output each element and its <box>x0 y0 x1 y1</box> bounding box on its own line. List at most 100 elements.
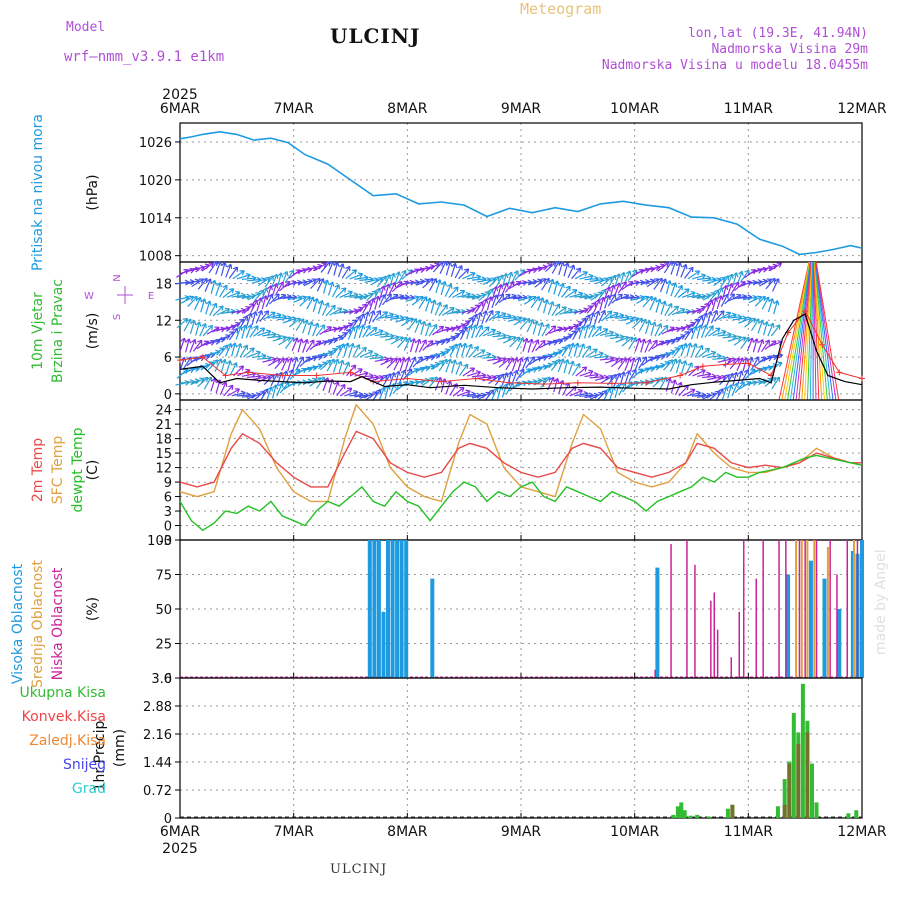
wind-arrow-shaft <box>449 343 458 357</box>
wind-arrow <box>722 284 729 300</box>
wind-arrow-head <box>613 357 620 363</box>
wind-arrow-head <box>265 375 271 381</box>
wind-arrow <box>341 328 352 341</box>
wind-arrow-shaft <box>590 392 604 400</box>
wind-arrow-shaft <box>751 356 760 370</box>
temp-ylabel: 2m Temp <box>30 438 46 502</box>
wind-arrow-head <box>666 280 672 286</box>
wind-arrow <box>568 360 575 375</box>
wind-arrow-shaft <box>593 299 600 313</box>
wind-arrow-shaft <box>425 355 440 358</box>
wind-arrow-head <box>390 281 397 288</box>
wind-arrow-shaft <box>569 321 583 330</box>
y-tick-label: 0.72 <box>143 784 172 799</box>
wind-arrow-head <box>698 344 704 351</box>
wind-arrow <box>455 342 463 357</box>
wind-arrow <box>305 339 315 353</box>
wind-arrow-shaft <box>705 299 713 313</box>
wind-arrow-shaft <box>228 266 238 279</box>
wind-arrow-shaft <box>338 360 344 374</box>
wind-arrow-shaft <box>457 320 470 329</box>
wind-arrow <box>195 321 202 336</box>
wind-arrow <box>278 336 292 346</box>
wind-arrow-head <box>201 323 207 329</box>
wind-arrow-shaft <box>610 358 624 368</box>
wind-arrow-shaft <box>245 324 252 339</box>
wind-arrow <box>228 266 239 279</box>
wind-arrow-shaft <box>379 335 394 338</box>
wind-arrow-shaft <box>712 330 727 337</box>
wind-arrow-head <box>690 388 696 394</box>
wind-arrow-head <box>469 367 476 373</box>
precip-legend-item: Konvek.Kisa <box>22 709 106 725</box>
low-cloud-bar <box>686 540 688 678</box>
wind-arrow-shaft <box>348 343 354 357</box>
wind-arrow-shaft <box>252 376 266 381</box>
wind-arrow-shaft <box>651 264 665 271</box>
wind-arrow <box>654 323 663 337</box>
wind-arrow-shaft <box>232 270 245 280</box>
wind-arrow <box>581 345 592 358</box>
wind-arrow <box>763 321 770 336</box>
wind-arrow-shaft <box>543 341 558 346</box>
wind-arrow <box>642 295 653 308</box>
wind-arrow <box>757 338 765 353</box>
wind-arrow-shaft <box>185 367 200 372</box>
wind-arrow-shaft <box>466 394 481 398</box>
wind-arrow-shaft <box>678 385 689 397</box>
wind-arrow-shaft <box>208 260 218 274</box>
conv-precip-bar <box>782 804 787 818</box>
wind-arrow-shaft <box>517 357 523 372</box>
wind-arrow-head <box>513 270 519 276</box>
wind-arrow-head <box>533 339 540 345</box>
wind-arrow-shaft <box>241 394 256 398</box>
wind-arrow <box>680 263 688 278</box>
storm-wind-ray <box>789 261 811 401</box>
wind-arrow-head <box>216 282 223 288</box>
wind-arrow-shaft <box>540 376 551 389</box>
wind-arrow-head <box>365 324 371 331</box>
wind-arrow-head <box>436 279 442 285</box>
wind-arrow <box>312 297 320 312</box>
wind-arrow-shaft <box>706 311 712 326</box>
wind-arrow-shaft <box>382 293 392 306</box>
wind-arrow <box>526 318 535 333</box>
wind-arrow-shaft <box>650 321 656 336</box>
wind-arrow-shaft <box>237 306 251 314</box>
wind-arrow-shaft <box>557 283 564 297</box>
wind-arrow-shaft <box>736 357 744 371</box>
wind-arrow-head <box>446 358 453 364</box>
wind-arrow-head <box>592 348 598 354</box>
wind-arrow-shaft <box>688 318 700 329</box>
wind-arrow-head <box>600 309 606 316</box>
wind-arrow-shaft <box>422 340 434 351</box>
low-cloud-bar <box>778 540 780 678</box>
mid-cloud-bar <box>853 540 855 678</box>
wind-arrow-shaft <box>218 344 229 357</box>
wind-arrow <box>471 324 478 339</box>
wind-arrow-shaft <box>345 319 358 329</box>
watermark: made by Angel <box>873 549 889 655</box>
wind-arrow-shaft <box>472 349 486 358</box>
wind-arrow-shaft <box>200 298 206 313</box>
pressure-ylabel: Pritisak na nivou mora <box>30 114 46 271</box>
wind-arrow-shaft <box>400 296 415 300</box>
wind-arrow-shaft <box>507 271 513 286</box>
wind-arrow-head <box>517 357 524 363</box>
wind-arrow-shaft <box>547 301 554 316</box>
gust-marker <box>643 379 650 386</box>
panel-frame <box>179 399 863 541</box>
wind-arrow-shaft <box>694 315 703 328</box>
wind-arrow <box>374 356 390 363</box>
storm-wind-ray <box>781 261 810 401</box>
wind-arrow <box>462 271 476 280</box>
gust-marker <box>222 372 229 379</box>
wind-arrow-shaft <box>708 390 720 401</box>
wind-arrow-shaft <box>676 262 681 277</box>
compass-n: N <box>112 274 123 281</box>
x-tick-label-top: 12MAR <box>837 101 886 117</box>
wind-arrow-shaft <box>664 303 673 317</box>
wind-arrow <box>322 377 330 392</box>
wind-arrow-shaft <box>370 277 383 286</box>
wind-arrow-shaft <box>487 332 502 337</box>
